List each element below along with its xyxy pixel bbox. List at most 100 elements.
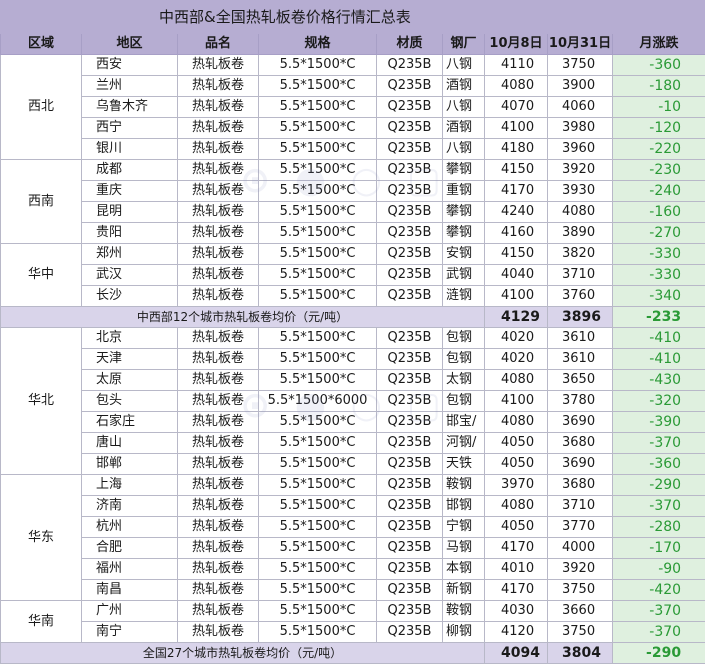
header-region: 区域 [0, 33, 82, 55]
table-row: 西南 成都 热轧板卷 5.5*1500*C Q235B 攀钢 4150 3920 -230 [0, 159, 705, 244]
city-cell: 包头 [81, 390, 178, 412]
price-oct8-cell: 4120 [484, 621, 548, 643]
mill-cell: 新钢 [442, 579, 485, 601]
spec-cell: 5.5*1500*C [258, 222, 377, 244]
average-price-oct8: 4129 [484, 306, 548, 328]
price-oct31-cell: 3930 [547, 180, 613, 202]
city-cell: 济南 [81, 495, 178, 517]
national-average-row: 全国27个城市热轧板卷均价（元/吨） 4094 3804 -290 [0, 642, 705, 664]
price-oct31-cell: 3710 [547, 264, 613, 286]
price-oct8-cell: 4080 [484, 411, 548, 433]
mill-cell: 攀钢 [442, 201, 485, 223]
mill-cell: 包钢 [442, 390, 485, 412]
city-cell: 南昌 [81, 579, 178, 601]
product-cell: 热轧板卷 [177, 201, 259, 223]
spec-cell: 5.5*1500*C [258, 600, 377, 622]
material-cell: Q235B [376, 264, 443, 286]
price-oct31-cell: 3820 [547, 243, 613, 265]
material-cell: Q235B [376, 285, 443, 307]
product-cell: 热轧板卷 [177, 411, 259, 433]
product-cell: 热轧板卷 [177, 243, 259, 265]
material-cell: Q235B [376, 222, 443, 244]
city-cell: 郑州 [81, 243, 178, 265]
monthly-change-cell: -240 [611, 180, 705, 202]
table-row: 南昌 热轧板卷 5.5*1500*C Q235B 新钢 4170 3750 -420 [1, 579, 705, 601]
mill-cell: 鞍钢 [442, 474, 485, 496]
product-cell: 热轧板卷 [177, 579, 259, 601]
material-cell: Q235B [376, 390, 443, 412]
spec-cell: 5.5*1500*C [258, 138, 377, 160]
table-row: 邯郸 热轧板卷 5.5*1500*C Q235B 天铁 4050 3690 -360 [1, 453, 705, 475]
table-row: 杭州 热轧板卷 5.5*1500*C Q235B 宁钢 4050 3770 -280 [1, 516, 705, 538]
monthly-change-cell: -360 [611, 453, 705, 475]
spec-cell: 5.5*1500*C [258, 159, 377, 181]
price-oct31-cell: 3770 [547, 516, 613, 538]
product-cell: 热轧板卷 [177, 348, 259, 370]
table-row: 昆明 热轧板卷 5.5*1500*C Q235B 攀钢 4240 4080 -160 [1, 201, 705, 223]
monthly-change-cell: -410 [611, 327, 705, 349]
mill-cell: 邯钢 [442, 495, 485, 517]
city-cell: 武汉 [81, 264, 178, 286]
material-cell: Q235B [376, 180, 443, 202]
city-cell: 贵阳 [81, 222, 178, 244]
mill-cell: 八钢 [442, 54, 485, 76]
mill-cell: 酒钢 [442, 75, 485, 97]
price-oct8-cell: 4020 [484, 348, 548, 370]
material-cell: Q235B [376, 348, 443, 370]
spec-cell: 5.5*1500*C [258, 285, 377, 307]
price-oct31-cell: 3750 [547, 621, 613, 643]
material-cell: Q235B [376, 474, 443, 496]
monthly-change-cell: -430 [611, 369, 705, 391]
mill-cell: 八钢 [442, 96, 485, 118]
product-cell: 热轧板卷 [177, 432, 259, 454]
monthly-change-cell: -340 [611, 285, 705, 307]
spec-cell: 5.5*1500*C [258, 621, 377, 643]
city-cell: 上海 [81, 474, 178, 496]
monthly-change-cell: -270 [611, 222, 705, 244]
material-cell: Q235B [376, 558, 443, 580]
city-cell: 合肥 [81, 537, 178, 559]
city-cell: 重庆 [81, 180, 178, 202]
mill-cell: 包钢 [442, 348, 485, 370]
material-cell: Q235B [376, 621, 443, 643]
spec-cell: 5.5*1500*C [258, 264, 377, 286]
monthly-change-cell: -410 [611, 348, 705, 370]
price-oct31-cell: 3660 [547, 600, 613, 622]
average-change: -290 [611, 642, 705, 664]
price-oct31-cell: 3690 [547, 453, 613, 475]
price-oct8-cell: 4030 [484, 600, 548, 622]
mill-cell: 马钢 [442, 537, 485, 559]
monthly-change-cell: -370 [611, 600, 705, 622]
material-cell: Q235B [376, 138, 443, 160]
mill-cell: 攀钢 [442, 222, 485, 244]
material-cell: Q235B [376, 411, 443, 433]
table-row: 合肥 热轧板卷 5.5*1500*C Q235B 马钢 4170 4000 -170 [1, 537, 705, 559]
city-cell: 长沙 [81, 285, 178, 307]
product-cell: 热轧板卷 [177, 117, 259, 139]
product-cell: 热轧板卷 [177, 537, 259, 559]
region-cell: 西南 [0, 159, 82, 244]
spec-cell: 5.5*1500*C [258, 516, 377, 538]
table-row: 唐山 热轧板卷 5.5*1500*C Q235B 河钢/4050 3680 -370 [1, 432, 705, 454]
material-cell: Q235B [376, 96, 443, 118]
price-oct31-cell: 3760 [547, 285, 613, 307]
price-oct31-cell: 3750 [547, 579, 613, 601]
material-cell: Q235B [376, 117, 443, 139]
price-oct8-cell: 3970 [484, 474, 548, 496]
monthly-change-cell: -390 [611, 411, 705, 433]
product-cell: 热轧板卷 [177, 138, 259, 160]
table-row: 石家庄 热轧板卷 5.5*1500*C Q235B 邯宝/4080 3690 -390 [1, 411, 705, 433]
average-label: 全国27个城市热轧板卷均价（元/吨） [0, 642, 485, 664]
city-cell: 西安 [81, 54, 178, 76]
price-oct8-cell: 4100 [484, 390, 548, 412]
spec-cell: 5.5*1500*C [258, 75, 377, 97]
price-oct8-cell: 4100 [484, 285, 548, 307]
monthly-change-cell: -280 [611, 516, 705, 538]
city-cell: 邯郸 [81, 453, 178, 475]
mill-cell: 涟钢 [442, 285, 485, 307]
table-row: 华东 上海 热轧板卷 5.5*1500*C Q235B 鞍钢 3970 3680 -290 [0, 474, 705, 601]
average-price-oct8: 4094 [484, 642, 548, 664]
price-oct8-cell: 4050 [484, 432, 548, 454]
